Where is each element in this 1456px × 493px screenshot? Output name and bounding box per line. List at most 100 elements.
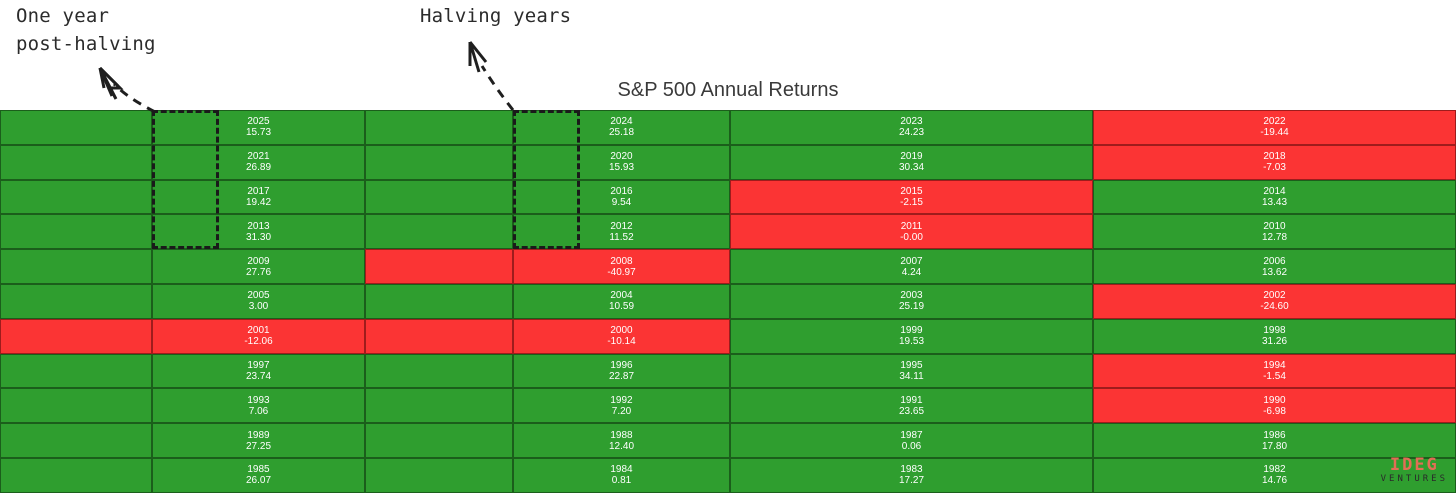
return-value: 10.59: [608, 301, 635, 313]
year-cell-continuation: [0, 144, 152, 180]
return-value: 30.34: [898, 162, 925, 174]
year-label: 2011: [900, 220, 923, 232]
year-cell: 1990 -6.98: [1093, 388, 1456, 424]
year-label: 2009: [247, 255, 270, 267]
year-label: 2014: [1263, 185, 1286, 197]
year-label: 2018: [1263, 151, 1286, 163]
return-value: 9.54: [611, 196, 632, 208]
year-cell: 1995 34.11: [730, 353, 1093, 389]
year-label: 2002: [1263, 290, 1286, 302]
year-cell: 2013 31.30: [152, 214, 365, 250]
annotation-label-halving-years: Halving years: [420, 5, 572, 27]
table-row: 1985 26.07 1984 0.81 1983 17.27 1982 14.76: [0, 457, 1456, 493]
year-cell: 2012 11.52: [513, 214, 730, 250]
return-value: 13.43: [1261, 196, 1288, 208]
return-value: 26.07: [245, 475, 272, 487]
year-cell: 1999 19.53: [730, 318, 1093, 354]
table-row: 2025 15.73 2024 25.18 2023 24.23 2022 -19.44: [0, 110, 1456, 145]
return-value: -10.14: [607, 336, 636, 348]
return-value: 34.11: [899, 370, 924, 382]
year-label: 1998: [1263, 325, 1286, 337]
year-cell-continuation: [0, 423, 152, 458]
year-label: 2017: [247, 185, 270, 197]
year-cell: 2009 27.76: [152, 249, 365, 284]
year-cell: 1994 -1.54: [1093, 353, 1456, 389]
year-cell: 1998 31.26: [1093, 318, 1456, 354]
year-label: 1986: [1263, 429, 1286, 441]
year-label: 2025: [247, 116, 270, 128]
return-value: 25.19: [898, 301, 925, 313]
table-row: 2009 27.76 2008 -40.97 2007 4.24 2006 13.62: [0, 249, 1456, 284]
year-cell-continuation: [365, 318, 513, 354]
year-cell: 2011 -0.00: [730, 214, 1093, 250]
year-label: 2007: [900, 255, 923, 267]
year-cell: 2018 -7.03: [1093, 144, 1456, 180]
return-value: 19.53: [898, 336, 925, 348]
year-cell: 2017 19.42: [152, 179, 365, 215]
year-label: 1988: [610, 429, 633, 441]
year-label: 1995: [900, 359, 923, 371]
return-value: 3.00: [248, 301, 269, 313]
year-cell: 2002 -24.60: [1093, 283, 1456, 319]
return-value: 11.52: [609, 231, 634, 243]
year-cell: 1985 26.07: [152, 457, 365, 493]
return-value: -1.54: [1263, 370, 1286, 382]
table-row: 1989 27.25 1988 12.40 1987 0.06 1986 17.80: [0, 423, 1456, 458]
year-cell-continuation: [365, 110, 513, 145]
return-value: -19.44: [1260, 127, 1289, 139]
year-cell: 2023 24.23: [730, 110, 1093, 145]
year-cell: 2008 -40.97: [513, 249, 730, 284]
return-value: 24.23: [898, 127, 925, 139]
year-label: 2020: [610, 151, 633, 163]
return-value: 7.20: [611, 405, 632, 417]
year-label: 2010: [1263, 220, 1286, 232]
year-label: 1990: [1263, 394, 1286, 406]
year-label: 1982: [1263, 464, 1286, 476]
return-value: -7.03: [1263, 162, 1286, 174]
year-cell: 2000 -10.14: [513, 318, 730, 354]
return-value: 0.06: [901, 440, 922, 452]
year-cell-continuation: [0, 318, 152, 354]
year-label: 2013: [247, 220, 270, 232]
year-cell: 1996 22.87: [513, 353, 730, 389]
return-value: -2.15: [900, 196, 923, 208]
table-row: 2001 -12.06 2000 -10.14 1999 19.53 1998 31.26: [0, 318, 1456, 354]
return-value: 12.78: [1261, 231, 1288, 243]
year-cell: 2025 15.73: [152, 110, 365, 145]
year-cell-continuation: [365, 283, 513, 319]
return-value: 23.74: [245, 370, 272, 382]
return-value: 23.65: [898, 405, 925, 417]
year-label: 1984: [610, 464, 633, 476]
year-cell: 1997 23.74: [152, 353, 365, 389]
year-cell-continuation: [0, 214, 152, 250]
page-title: S&P 500 Annual Returns: [617, 79, 839, 101]
year-cell-continuation: [365, 423, 513, 458]
return-value: 27.25: [245, 440, 272, 452]
year-label: 1987: [900, 429, 923, 441]
return-value: 7.06: [248, 405, 269, 417]
year-label: 1996: [610, 359, 633, 371]
year-cell: 1993 7.06: [152, 388, 365, 424]
return-value: 26.89: [245, 162, 272, 174]
year-cell: 1991 23.65: [730, 388, 1093, 424]
year-cell: 1986 17.80: [1093, 423, 1456, 458]
return-value: -40.97: [607, 266, 636, 278]
year-label: 1994: [1263, 359, 1286, 371]
year-cell: 2024 25.18: [513, 110, 730, 145]
year-label: 1999: [900, 325, 923, 337]
year-cell-continuation: [0, 457, 152, 493]
year-cell: 2003 25.19: [730, 283, 1093, 319]
year-cell: 2019 30.34: [730, 144, 1093, 180]
return-value: 14.76: [1261, 475, 1288, 487]
year-cell-continuation: [365, 214, 513, 250]
year-cell-continuation: [0, 283, 152, 319]
year-cell: 2021 26.89: [152, 144, 365, 180]
year-label: 1992: [610, 394, 633, 406]
year-cell-continuation: [0, 353, 152, 389]
return-value: -6.98: [1263, 405, 1286, 417]
year-cell: 2016 9.54: [513, 179, 730, 215]
year-cell: 2022 -19.44: [1093, 110, 1456, 145]
year-cell-continuation: [365, 388, 513, 424]
year-label: 1983: [900, 464, 923, 476]
year-label: 2023: [900, 116, 923, 128]
